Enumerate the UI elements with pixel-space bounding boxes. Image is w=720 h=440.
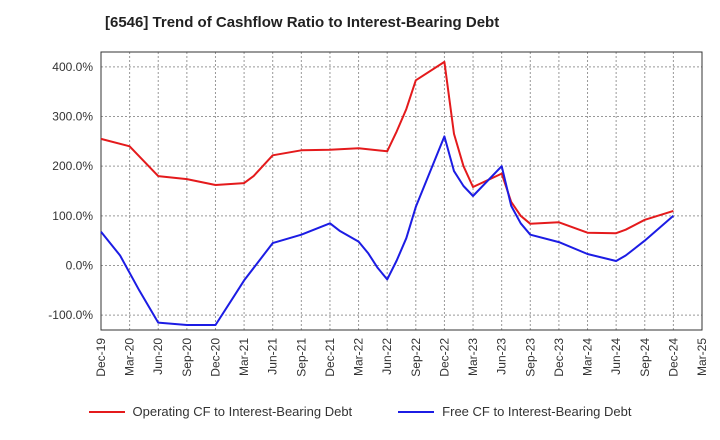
y-tick-label: 0.0% [66, 258, 94, 272]
x-tick-label: Mar-25 [695, 338, 709, 376]
x-tick-label: Mar-23 [466, 338, 480, 376]
legend-item-operating-cf: Operating CF to Interest-Bearing Debt [88, 404, 353, 419]
x-tick-label: Jun-23 [495, 338, 509, 375]
legend-swatch-free-cf [398, 410, 435, 413]
x-tick-label: Jun-20 [151, 338, 165, 375]
legend-item-free-cf: Free CF to Interest-Bearing Debt [398, 404, 631, 419]
x-tick-label: Dec-23 [552, 338, 566, 377]
x-tick-label: Sep-23 [523, 338, 537, 377]
series-line-operating-cf [100, 60, 674, 235]
legend-label-free-cf: Free CF to Interest-Bearing Debt [442, 404, 632, 419]
x-tick-label: Mar-20 [123, 338, 137, 376]
y-tick-label: -100.0% [48, 308, 93, 322]
x-tick-label: Mar-21 [237, 338, 251, 376]
x-tick-label: Dec-19 [94, 338, 108, 377]
x-tick-label: Jun-21 [266, 338, 280, 375]
chart-title: [6546] Trend of Cashflow Ratio to Intere… [105, 14, 500, 31]
x-tick-label: Dec-22 [437, 338, 451, 377]
x-tick-label: Sep-22 [409, 338, 423, 377]
x-tick-label: Dec-21 [323, 338, 337, 377]
x-tick-label: Sep-24 [638, 338, 652, 377]
y-tick-label: 300.0% [52, 110, 93, 124]
x-tick-label: Dec-24 [666, 338, 680, 377]
x-tick-label: Mar-24 [581, 338, 595, 376]
y-tick-label: 100.0% [52, 209, 93, 223]
x-tick-label: Jun-22 [380, 338, 394, 375]
x-tick-label: Mar-22 [352, 338, 366, 376]
legend-label-operating-cf: Operating CF to Interest-Bearing Debt [132, 404, 353, 419]
x-tick-label: Dec-20 [208, 338, 222, 377]
x-tick-label: Sep-20 [180, 338, 194, 377]
x-tick-label: Sep-21 [294, 338, 308, 377]
series-line-free-cf [100, 135, 675, 326]
y-tick-label: 200.0% [52, 159, 93, 173]
plot-area-border [100, 51, 703, 331]
chart-legend: Operating CF to Interest-Bearing Debt Fr… [0, 404, 720, 419]
legend-swatch-operating-cf [88, 410, 125, 413]
x-tick-label: Jun-24 [609, 338, 623, 375]
y-tick-label: 400.0% [52, 60, 93, 74]
